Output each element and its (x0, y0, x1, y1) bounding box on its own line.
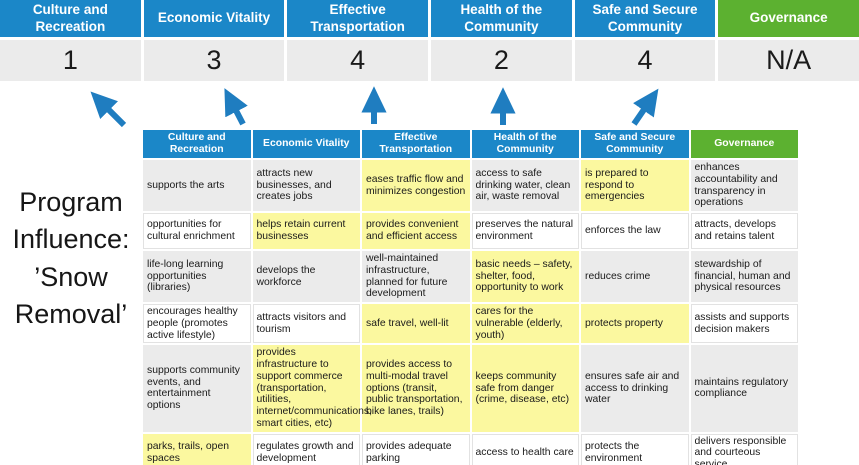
matrix-cell: supports the arts (143, 160, 251, 211)
matrix-cell: ensures safe air and access to drinking … (581, 345, 689, 432)
matrix-cell: stewardship of financial, human and phys… (690, 251, 798, 302)
arrow-culture-recreation-icon (90, 91, 127, 128)
matrix-row-5: supports community events, and entertain… (143, 345, 798, 432)
matrix-cell: opportunities for cultural enrichment (143, 213, 251, 249)
matrix-cell: delivers responsible and courteous servi… (690, 433, 798, 465)
pillar-score-5: 4 (574, 40, 716, 81)
pillar-score-2: 3 (143, 40, 285, 81)
page-title: Program Influence: ’Snow Removal’ (12, 187, 130, 329)
matrix-cell: protects the environment (581, 433, 689, 465)
matrix-cell: attracts new businesses, and creates job… (252, 160, 360, 211)
pillar-header-4: Health of the Community (431, 0, 572, 37)
matrix-cell: access to health care (471, 433, 579, 465)
matrix-column-header-5: Safe and Secure Community (581, 130, 689, 158)
matrix-cell: enhances accountability and transparency… (690, 160, 798, 211)
matrix-column-header-6: Governance (690, 130, 798, 158)
matrix-cell: maintains regulatory compliance (690, 345, 798, 432)
arrow-economic-vitality-icon (224, 88, 248, 126)
matrix-cell: provides adequate parking (362, 433, 470, 465)
matrix-cell: well-maintained infrastructure, planned … (362, 251, 470, 302)
matrix-cell: supports community events, and entertain… (143, 345, 251, 432)
matrix-cell-highlighted: basic needs – safety, shelter, food, opp… (471, 251, 579, 302)
matrix-cell: regulates growth and development (252, 433, 360, 465)
pillar-header-1: Culture and Recreation (0, 0, 141, 37)
arrow-safe-secure-icon (631, 88, 659, 126)
matrix-cell-highlighted: safe travel, well-lit (362, 304, 470, 344)
matrix-cell: enforces the law (581, 213, 689, 249)
pillar-score-6: N/A (718, 40, 859, 81)
matrix-cell: assists and supports decision makers (690, 304, 798, 344)
matrix-cell-highlighted: provides convenient and efficient access (362, 213, 470, 249)
matrix-column-header-2: Economic Vitality (252, 130, 360, 158)
matrix-cell-highlighted: provides infrastructure to support comme… (252, 345, 372, 432)
pillar-score-4: 2 (431, 40, 572, 81)
pillar-header-6: Governance (718, 0, 859, 37)
arrows-overlay (90, 86, 659, 128)
score-panel: Culture and Recreation Economic Vitality E… (0, 0, 859, 81)
matrix-row-3: life-long learning opportunities (librar… (143, 251, 798, 302)
matrix-cell: access to safe drinking water, clean air… (471, 160, 579, 211)
matrix-cell-highlighted: helps retain current businesses (252, 213, 360, 249)
matrix-cell: encourages healthy people (promotes acti… (143, 304, 251, 344)
matrix-cell: attracts visitors and tourism (252, 304, 360, 344)
matrix-cell-highlighted: is prepared to respond to emergencies (581, 160, 689, 211)
pillar-header-5: Safe and Secure Community (574, 0, 716, 37)
matrix-header-row: Culture and Recreation Economic Vitality E… (143, 130, 798, 158)
matrix-cell-highlighted: parks, trails, open spaces (143, 433, 251, 465)
matrix-row-2: opportunities for cultural enrichment hel… (143, 213, 798, 249)
matrix-cell: develops the workforce (252, 251, 360, 302)
matrix-cell: preserves the natural environment (471, 213, 579, 249)
influence-matrix: Culture and Recreation Economic Vitality E… (141, 128, 800, 465)
matrix-cell: attracts, develops and retains talent (690, 213, 798, 249)
matrix-cell: life-long learning opportunities (librar… (143, 251, 251, 302)
pillar-score-1: 1 (0, 40, 141, 81)
pillar-header-2: Economic Vitality (143, 0, 285, 37)
matrix-cell: reduces crime (581, 251, 689, 302)
matrix-cell-highlighted: cares for the vulnerable (elderly, youth… (471, 304, 579, 344)
matrix-cell-highlighted: eases traffic flow and minimizes congest… (362, 160, 470, 211)
matrix-row-6: parks, trails, open spaces regulates grow… (143, 433, 798, 465)
matrix-cell-highlighted: protects property (581, 304, 689, 344)
matrix-cell-highlighted: keeps community safe from danger (crime,… (471, 345, 579, 432)
matrix-column-header-1: Culture and Recreation (143, 130, 251, 158)
matrix-column-header-3: Effective Transportation (362, 130, 470, 158)
matrix-row-4: encourages healthy people (promotes acti… (143, 304, 798, 344)
matrix-column-header-4: Health of the Community (471, 130, 579, 158)
matrix-row-1: supports the arts attracts new businesses… (143, 160, 798, 211)
pillar-score-3: 4 (287, 40, 428, 81)
pillar-header-3: Effective Transportation (287, 0, 428, 37)
matrix-cell-highlighted: provides access to multi-modal travel op… (362, 345, 470, 432)
